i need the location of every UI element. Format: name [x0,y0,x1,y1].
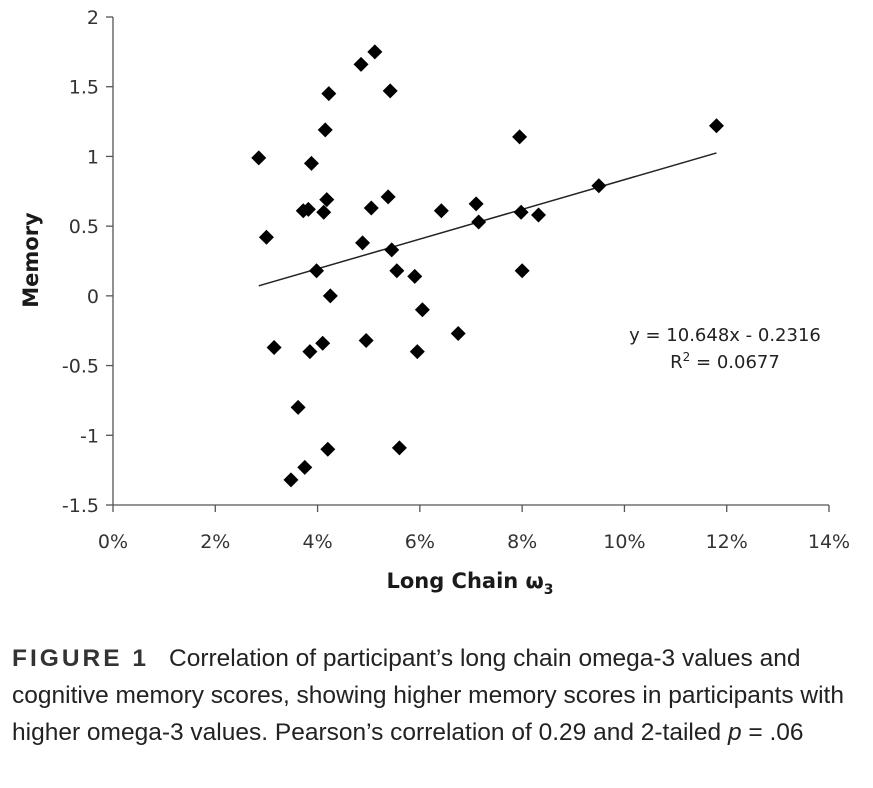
data-point [382,83,398,99]
x-tick-label: 6% [405,531,435,553]
data-point [367,44,383,60]
caption-text: Correlation of participant’s long chain … [12,645,844,746]
data-point [303,155,319,171]
data-point [355,235,371,251]
data-point [358,332,374,348]
x-axis-title-main: Long Chain ω [386,569,543,593]
data-point [320,441,336,457]
r-squared-exponent: 2 [683,350,691,364]
data-point [414,302,430,318]
x-tick-label: 12% [706,531,748,553]
y-tick-label: 0.5 [69,216,99,238]
data-point [407,268,423,284]
y-tick-label: 2 [87,7,99,29]
data-point [283,472,299,488]
y-axis-title: Memory [19,212,43,308]
data-point [322,288,338,304]
x-tick-label: 0% [98,531,128,553]
data-point [316,204,332,220]
data-point [251,150,267,166]
data-point [468,196,484,212]
chart-axes [112,17,829,506]
data-point [514,263,530,279]
r-squared-label: R2 = 0.0677 [670,350,780,373]
data-point [450,326,466,342]
x-tick-label: 10% [603,531,645,553]
data-point [391,440,407,456]
data-point [708,118,724,134]
data-point [380,189,396,205]
x-tick-label: 14% [808,531,850,553]
x-axis-title-subscript: 3 [544,582,554,598]
data-point [389,263,405,279]
r-squared-r: R [670,352,683,373]
trendline-group [258,152,717,287]
x-tick-label: 2% [200,531,230,553]
data-point [297,459,313,475]
x-tick-label: 4% [302,531,332,553]
trendline [258,152,717,287]
x-tick-label: 8% [507,531,537,553]
x-axis-ticks: 0% 2% 4% 6% 8% 10% 12% 14% [98,505,850,553]
data-point [353,56,369,72]
y-tick-label: -0.5 [62,356,99,378]
data-point [363,200,379,216]
y-tick-label: 1.5 [69,77,99,99]
caption-p-value: = .06 [741,719,804,746]
data-point [433,203,449,219]
y-tick-label: 1 [87,146,99,168]
data-point [309,263,325,279]
data-point [512,129,528,145]
figure-caption: FIGURE 1 Correlation of participant’s lon… [12,640,867,751]
figure-label: FIGURE 1 [12,645,149,672]
data-point [266,339,282,355]
data-point [300,201,316,217]
data-point [513,204,529,220]
caption-p-symbol: p [727,719,742,746]
data-point [302,344,318,360]
y-axis-ticks: -1.5 -1 -0.5 0 0.5 1 1.5 2 [62,7,113,517]
data-point [258,229,274,245]
data-point [531,207,547,223]
y-tick-label: -1 [80,425,99,447]
data-point [409,344,425,360]
y-tick-label: -1.5 [62,495,99,517]
data-point [384,242,400,258]
data-point [591,178,607,194]
data-point [317,122,333,138]
r-squared-value: = 0.0677 [690,352,780,373]
scatter-chart: -1.5-1-0.500.511.52 0% 2% 4% 6% 8% 10% 12% 14% … [19,7,850,598]
data-point [290,399,306,415]
data-point [319,192,335,208]
data-point [321,86,337,102]
data-points [251,44,724,488]
y-tick-label: 0 [87,286,99,308]
data-point [315,335,331,351]
x-axis-title: Long Chain ω3 [386,569,553,598]
data-point [471,214,487,230]
trendline-equation: y = 10.648x - 0.2316 [629,325,821,346]
